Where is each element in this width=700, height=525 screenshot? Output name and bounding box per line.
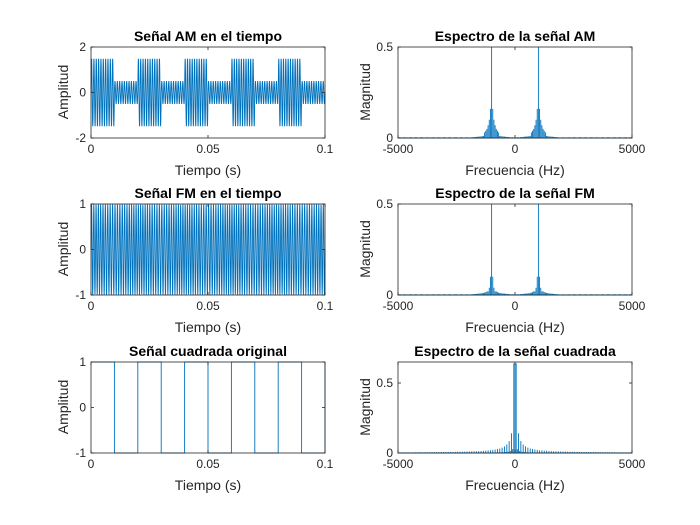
- panel-5-xtick-label: 5000: [619, 457, 646, 471]
- panel-3-title: Espectro de la señal FM: [435, 185, 595, 201]
- panel-4-ytick-label: 1: [79, 355, 86, 369]
- panel-4-xlabel: Tiempo (s): [175, 477, 241, 493]
- panel-2-ylabel: Amplitud: [55, 222, 71, 276]
- panel-2-xtick-label: 0: [88, 299, 95, 313]
- panel-0-series: [90, 58, 326, 127]
- panel-1-ytick-label: 0.5: [376, 40, 393, 54]
- panel-1-xtick-label: 5000: [619, 142, 646, 156]
- panel-4-ticks: 0 0.05 0.1-101: [75, 355, 333, 471]
- panel-2-xtick-label: 0.1: [317, 299, 334, 313]
- panel-2-series-line: [90, 203, 326, 296]
- panel-3-xtick-label: -5000: [383, 299, 414, 313]
- panel-3-xlabel: Frecuencia (Hz): [465, 319, 565, 335]
- panel-4-xtick-label: 0.1: [317, 457, 334, 471]
- panel-fm-time: 0 0.05 0.1-101 Señal FM en el tiempo Tiemp…: [55, 185, 334, 335]
- panel-0-xtick-label: 0: [88, 142, 95, 156]
- panel-3-ylabel: Magnitud: [357, 220, 373, 278]
- panel-0-ticks: 0 0.05 0.1-202: [75, 40, 333, 156]
- panel-4-title: Señal cuadrada original: [129, 343, 287, 359]
- panel-0-ytick-label: 0: [79, 86, 86, 100]
- panel-5-series-line: [397, 363, 633, 454]
- panel-0-title: Señal AM en el tiempo: [134, 28, 282, 44]
- panel-3-ytick-label: 0: [386, 288, 393, 302]
- panel-5-series: [397, 363, 633, 454]
- panel-1-xtick-label: 0: [512, 142, 519, 156]
- panel-0-xtick-label: 0.05: [196, 142, 220, 156]
- panel-4-ylabel: Amplitud: [55, 380, 71, 434]
- panel-0-ytick-label: -2: [75, 131, 86, 145]
- panel-2-ytick-label: 0: [79, 243, 86, 257]
- panel-2-ytick-label: 1: [79, 197, 86, 211]
- panel-am-time: 0 0.05 0.1-202 Señal AM en el tiempo Tiemp…: [55, 28, 334, 178]
- panel-2-series: [90, 203, 326, 296]
- panel-1-title: Espectro de la señal AM: [435, 28, 596, 44]
- panel-4-ytick-label: 0: [79, 401, 86, 415]
- panel-2-ytick-label: -1: [75, 288, 86, 302]
- panel-4-xtick-label: 0: [88, 457, 95, 471]
- panel-5-title: Espectro de la señal cuadrada: [414, 343, 616, 359]
- panel-2-xtick-label: 0.05: [196, 299, 220, 313]
- panel-5-ylabel: Magnitud: [357, 378, 373, 436]
- panel-0-ylabel: Amplitud: [55, 65, 71, 119]
- panel-3-ytick-label: 0.5: [376, 197, 393, 211]
- panel-0-xtick-label: 0.1: [317, 142, 334, 156]
- panel-3-xtick-label: 5000: [619, 299, 646, 313]
- panel-1-xlabel: Frecuencia (Hz): [465, 162, 565, 178]
- panel-0-ytick-label: 2: [79, 40, 86, 54]
- panel-5-xlabel: Frecuencia (Hz): [465, 477, 565, 493]
- panel-2-ticks: 0 0.05 0.1-101: [75, 197, 333, 313]
- panel-5-ytick-label: 0: [386, 446, 393, 460]
- panel-2-xlabel: Tiempo (s): [175, 319, 241, 335]
- panel-0-xlabel: Tiempo (s): [175, 162, 241, 178]
- panel-square-time: 0 0.05 0.1-101 Señal cuadrada original Tie…: [55, 343, 334, 493]
- panel-0-series-line: [90, 58, 326, 127]
- panel-5-xtick-label: -5000: [383, 457, 414, 471]
- panel-1-xtick-label: -5000: [383, 142, 414, 156]
- panel-1-ytick-label: 0: [386, 131, 393, 145]
- panel-4-ytick-label: -1: [75, 446, 86, 460]
- panel-5-xtick-label: 0: [512, 457, 519, 471]
- panel-3-xtick-label: 0: [512, 299, 519, 313]
- panel-1-ylabel: Magnitud: [357, 63, 373, 121]
- panel-2-title: Señal FM en el tiempo: [134, 185, 281, 201]
- panel-4-xtick-label: 0.05: [196, 457, 220, 471]
- panel-5-ytick-label: 0.5: [376, 376, 393, 390]
